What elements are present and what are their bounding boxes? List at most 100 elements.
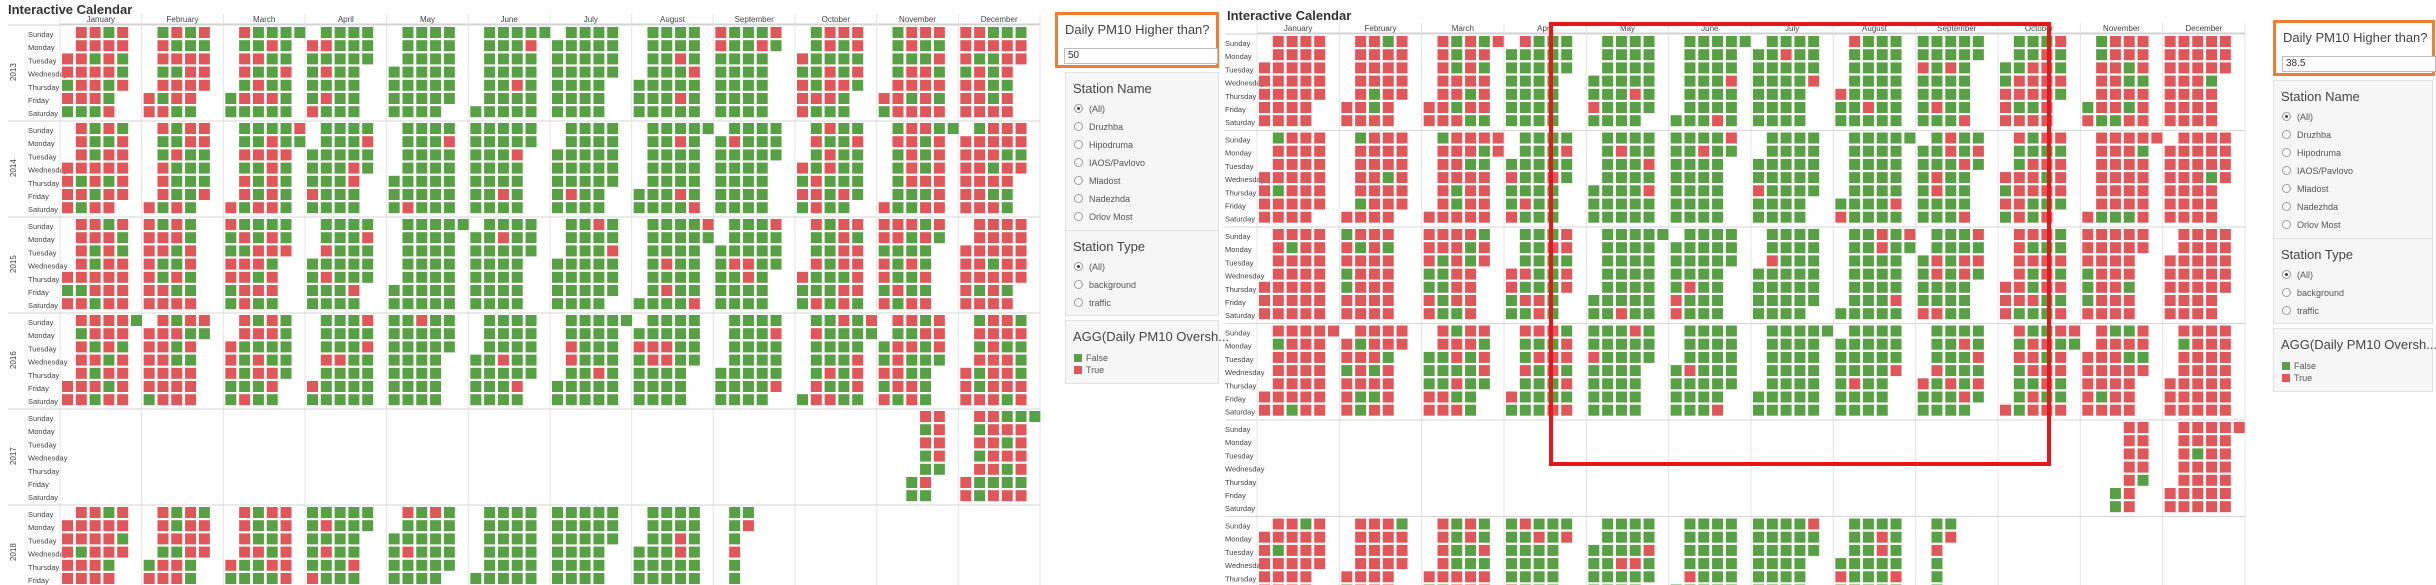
day-cell[interactable] (1615, 338, 1627, 350)
day-cell[interactable] (457, 219, 469, 230)
day-cell[interactable] (171, 162, 183, 174)
day-cell[interactable] (607, 162, 619, 174)
day-cell[interactable] (185, 123, 197, 134)
day-cell[interactable] (906, 394, 918, 406)
day-cell[interactable] (552, 93, 563, 104)
day-cell[interactable] (1670, 172, 1682, 184)
day-cell[interactable] (552, 202, 563, 214)
day-cell[interactable] (1602, 145, 1614, 157)
day-cell[interactable] (756, 149, 768, 161)
day-cell[interactable] (838, 245, 850, 257)
day-cell[interactable] (334, 298, 346, 310)
day-cell[interactable] (1423, 365, 1435, 377)
day-cell[interactable] (1959, 281, 1971, 293)
day-cell[interactable] (511, 123, 523, 134)
day-cell[interactable] (593, 546, 605, 558)
day-cell[interactable] (62, 106, 73, 118)
day-cell[interactable] (348, 162, 360, 174)
day-cell[interactable] (2164, 488, 2176, 499)
day-cell[interactable] (1917, 255, 1929, 267)
day-cell[interactable] (2027, 132, 2039, 144)
day-cell[interactable] (1959, 132, 1971, 144)
day-cell[interactable] (2164, 281, 2176, 293)
day-cell[interactable] (185, 573, 197, 584)
day-cell[interactable] (266, 507, 278, 518)
day-cell[interactable] (729, 328, 741, 340)
day-cell[interactable] (742, 285, 754, 296)
day-cell[interactable] (1753, 115, 1764, 127)
day-cell[interactable] (497, 341, 509, 353)
day-cell[interactable] (143, 219, 155, 230)
day-cell[interactable] (348, 202, 360, 214)
day-cell[interactable] (933, 219, 945, 230)
day-cell[interactable] (1698, 211, 1710, 223)
day-cell[interactable] (1561, 255, 1573, 267)
day-cell[interactable] (1533, 102, 1545, 113)
day-cell[interactable] (497, 162, 509, 174)
day-cell[interactable] (1286, 198, 1298, 210)
day-cell[interactable] (484, 394, 496, 406)
day-cell[interactable] (1001, 477, 1013, 488)
day-cell[interactable] (2109, 158, 2121, 170)
day-cell[interactable] (443, 285, 455, 296)
day-cell[interactable] (1561, 62, 1573, 74)
day-cell[interactable] (1382, 242, 1394, 254)
day-cell[interactable] (1876, 558, 1888, 570)
day-cell[interactable] (2137, 461, 2149, 473)
day-cell[interactable] (892, 219, 904, 230)
day-cell[interactable] (430, 79, 442, 91)
day-cell[interactable] (2123, 62, 2135, 74)
day-cell[interactable] (1602, 49, 1614, 61)
day-cell[interactable] (402, 40, 414, 52)
day-cell[interactable] (1794, 571, 1806, 583)
day-cell[interactable] (1849, 211, 1861, 223)
day-cell[interactable] (171, 546, 183, 558)
day-cell[interactable] (89, 175, 101, 187)
day-cell[interactable] (688, 79, 700, 91)
day-cell[interactable] (1396, 49, 1408, 61)
day-cell[interactable] (1972, 229, 1984, 240)
day-cell[interactable] (1001, 175, 1013, 187)
day-cell[interactable] (1437, 571, 1449, 583)
day-cell[interactable] (497, 271, 509, 283)
day-cell[interactable] (1451, 115, 1463, 127)
day-cell[interactable] (1561, 145, 1573, 157)
day-cell[interactable] (334, 106, 346, 118)
day-cell[interactable] (715, 245, 727, 257)
day-cell[interactable] (362, 27, 374, 38)
day-cell[interactable] (1015, 477, 1027, 488)
day-cell[interactable] (824, 106, 836, 118)
day-cell[interactable] (920, 40, 932, 52)
day-cell[interactable] (2192, 229, 2204, 240)
day-cell[interactable] (661, 66, 673, 78)
day-cell[interactable] (1355, 75, 1367, 87)
day-cell[interactable] (1519, 145, 1531, 157)
day-cell[interactable] (1684, 229, 1696, 240)
day-cell[interactable] (1849, 62, 1861, 74)
day-cell[interactable] (960, 202, 972, 214)
day-cell[interactable] (838, 258, 850, 270)
day-cell[interactable] (1355, 145, 1367, 157)
day-cell[interactable] (1355, 211, 1367, 223)
day-cell[interactable] (2123, 391, 2135, 403)
day-cell[interactable] (348, 27, 360, 38)
day-cell[interactable] (430, 162, 442, 174)
day-cell[interactable] (252, 136, 264, 148)
day-cell[interactable] (266, 381, 278, 392)
day-cell[interactable] (1300, 268, 1312, 280)
day-cell[interactable] (62, 559, 73, 571)
day-cell[interactable] (334, 546, 346, 558)
day-cell[interactable] (1959, 365, 1971, 377)
day-cell[interactable] (1643, 338, 1655, 350)
day-cell[interactable] (675, 93, 687, 104)
day-cell[interactable] (225, 394, 237, 406)
day-cell[interactable] (1684, 365, 1696, 377)
day-cell[interactable] (1643, 242, 1655, 254)
day-cell[interactable] (1698, 229, 1710, 240)
day-cell[interactable] (1519, 295, 1531, 306)
day-cell[interactable] (2013, 378, 2025, 390)
day-cell[interactable] (579, 219, 591, 230)
day-cell[interactable] (593, 27, 605, 38)
day-cell[interactable] (2178, 268, 2190, 280)
day-cell[interactable] (1272, 88, 1284, 100)
